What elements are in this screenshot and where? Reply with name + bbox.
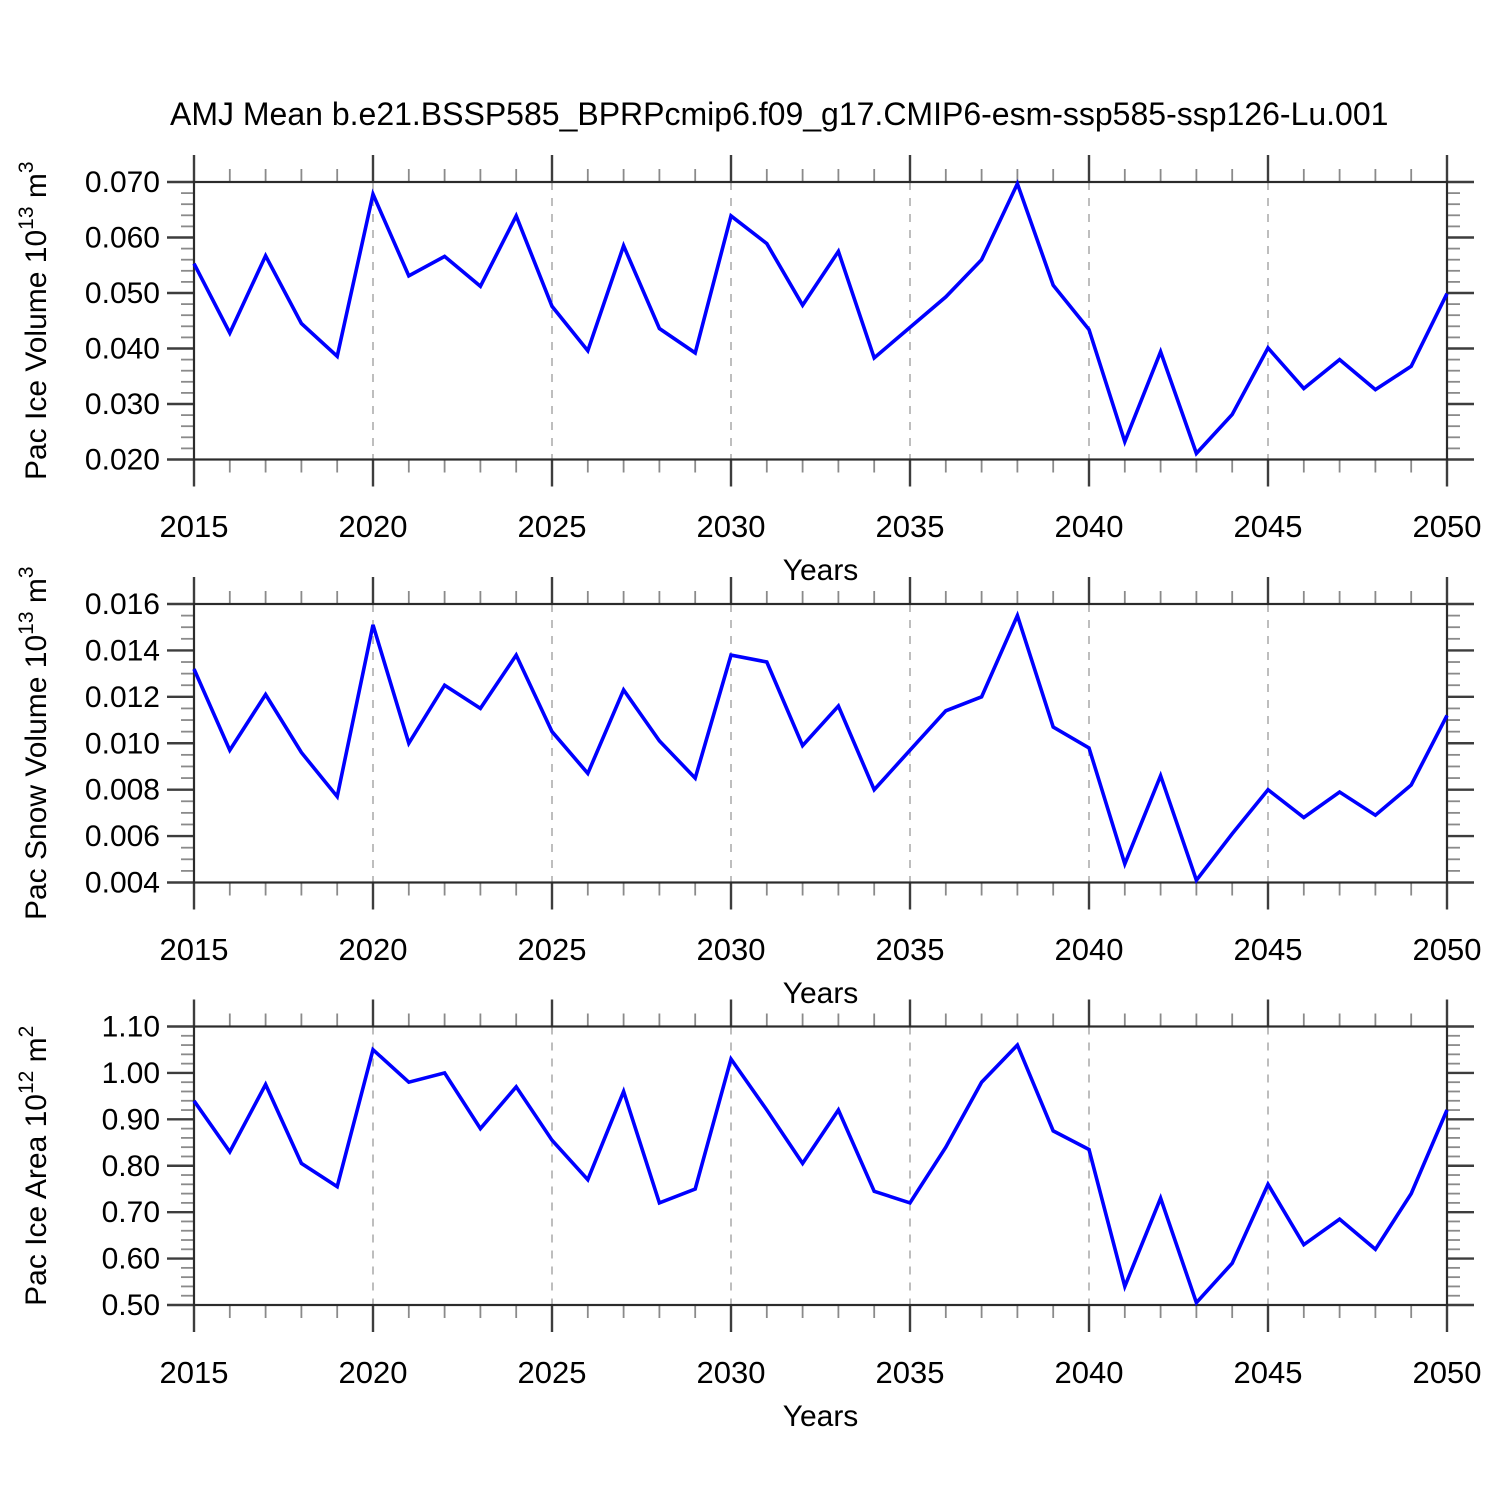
x-tick-label: 2015 — [160, 1355, 229, 1390]
y-tick-label: 0.90 — [102, 1103, 160, 1136]
x-tick-label: 2050 — [1413, 1355, 1482, 1390]
plot-frame — [192, 602, 1449, 884]
x-tick-label: 2030 — [697, 1355, 766, 1390]
x-tick-label: 2020 — [339, 932, 408, 967]
x-tick-label: 2050 — [1413, 509, 1482, 544]
y-tick-label: 1.10 — [102, 1011, 160, 1044]
x-tick-label: 2050 — [1413, 932, 1482, 967]
x-tick-label: 2015 — [160, 509, 229, 544]
y-tick-label: 0.008 — [85, 774, 160, 807]
x-tick-label: 2035 — [876, 509, 945, 544]
x-tick-label: 2025 — [518, 509, 587, 544]
y-tick-label: 0.010 — [85, 727, 160, 760]
y-tick-label: 0.016 — [85, 588, 160, 621]
x-axis-title: Years — [783, 1400, 859, 1433]
panel-pac-ice-area: 0.50 0.60 0.70 0.80 0.90 1.00 1.10 2015 2020 2025… — [15, 999, 1482, 1433]
x-ticks — [192, 155, 1449, 487]
x-tick-label: 2035 — [876, 932, 945, 967]
y-tick-label: 0.014 — [85, 634, 160, 667]
x-tick-label: 2040 — [1055, 1355, 1124, 1390]
y-tick-label: 0.006 — [85, 820, 160, 853]
y-tick-labels: 0.004 0.006 0.008 0.010 0.012 0.014 0.016 — [85, 588, 160, 900]
y-tick-label: 0.020 — [85, 444, 160, 477]
y-tick-label: 0.050 — [85, 277, 160, 310]
pac-snow-volume-line — [192, 610, 1449, 884]
y-tick-label: 0.70 — [102, 1196, 160, 1229]
y-tick-label: 0.012 — [85, 681, 160, 714]
y-tick-label: 0.60 — [102, 1243, 160, 1276]
x-tick-label: 2045 — [1234, 509, 1303, 544]
x-axis-title: Years — [783, 977, 859, 1010]
x-tick-label: 2030 — [697, 509, 766, 544]
x-tick-label: 2030 — [697, 932, 766, 967]
x-tick-labels: 2015 2020 2025 2030 2035 2040 2045 2050 — [160, 932, 1482, 967]
y-tick-label: 0.50 — [102, 1289, 160, 1322]
y-axis-title: Pac Ice Volume 1013 m3 — [15, 161, 53, 480]
y-ticks — [167, 180, 1474, 461]
plot-frame — [192, 180, 1449, 461]
y-tick-labels: 0.50 0.60 0.70 0.80 0.90 1.00 1.10 — [102, 1011, 160, 1323]
pac-ice-area-line — [192, 1041, 1449, 1307]
y-ticks — [167, 602, 1474, 884]
x-ticks — [192, 577, 1449, 910]
x-tick-label: 2025 — [518, 932, 587, 967]
x-tick-label: 2040 — [1055, 932, 1124, 967]
x-tick-label: 2020 — [339, 509, 408, 544]
y-axis-title: Pac Snow Volume 1013 m3 — [15, 566, 53, 920]
x-tick-label: 2035 — [876, 1355, 945, 1390]
y-tick-label: 0.060 — [85, 222, 160, 255]
x-tick-label: 2015 — [160, 932, 229, 967]
x-tick-label: 2020 — [339, 1355, 408, 1390]
y-ticks — [167, 1025, 1474, 1307]
x-axis-title: Years — [783, 554, 859, 587]
y-tick-label: 0.80 — [102, 1150, 160, 1183]
x-tick-label: 2045 — [1234, 932, 1303, 967]
plot-frame — [192, 1025, 1449, 1307]
x-tick-labels: 2015 2020 2025 2030 2035 2040 2045 2050 — [160, 509, 1482, 544]
gridlines — [372, 182, 1269, 460]
y-tick-labels: 0.020 0.030 0.040 0.050 0.060 0.070 — [85, 166, 160, 477]
x-tick-label: 2045 — [1234, 1355, 1303, 1390]
y-axis-title: Pac Ice Area 1012 m2 — [15, 1026, 53, 1306]
x-tick-label: 2025 — [518, 1355, 587, 1390]
y-tick-label: 0.040 — [85, 333, 160, 366]
figure-title: AMJ Mean b.e21.BSSP585_BPRPcmip6.f09_g17… — [170, 96, 1389, 132]
y-tick-label: 0.030 — [85, 388, 160, 421]
y-tick-label: 1.00 — [102, 1057, 160, 1090]
x-ticks — [192, 999, 1449, 1332]
x-tick-labels: 2015 2020 2025 2030 2035 2040 2045 2050 — [160, 1355, 1482, 1390]
y-tick-label: 0.070 — [85, 166, 160, 199]
pac-ice-volume-line — [192, 178, 1449, 457]
x-tick-label: 2040 — [1055, 509, 1124, 544]
y-tick-label: 0.004 — [85, 867, 160, 900]
